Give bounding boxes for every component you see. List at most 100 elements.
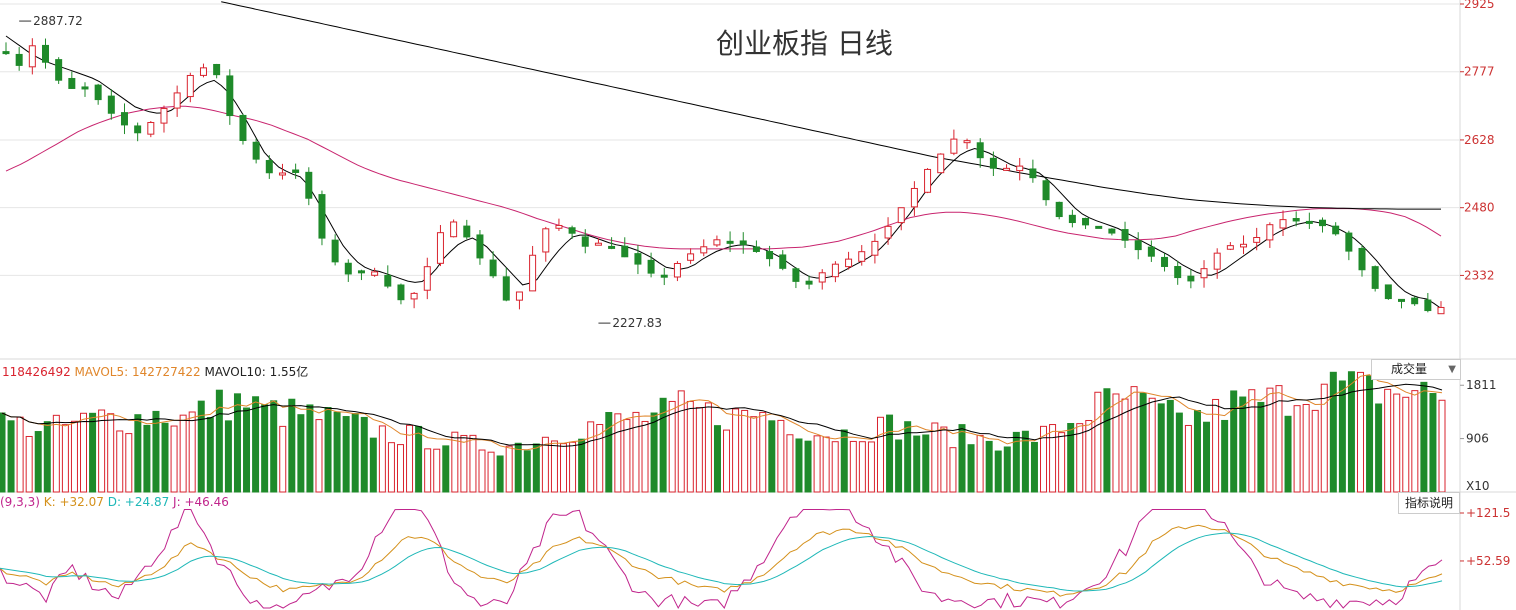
candle-up <box>1003 167 1011 171</box>
price-tick-label: 2777 <box>1464 65 1495 79</box>
volume-bar-up <box>396 444 404 493</box>
candle-up <box>28 45 36 68</box>
candle-down <box>1134 240 1142 251</box>
volume-bar-up <box>1112 393 1120 493</box>
candle-up <box>199 67 207 76</box>
candle-down <box>331 239 339 263</box>
volume-bar-down <box>233 393 241 493</box>
candle-up <box>937 153 945 174</box>
volume-bar-up <box>822 436 830 493</box>
candle-up <box>555 224 563 229</box>
candle-down <box>1345 232 1353 252</box>
kdj-j-line <box>0 509 1443 610</box>
candle-up <box>884 225 892 239</box>
candle-down <box>621 245 629 258</box>
candle-down <box>68 77 76 89</box>
volume-bar-down <box>532 443 540 493</box>
volume-bar-up <box>686 400 694 493</box>
volume-bar-down <box>1166 399 1174 493</box>
volume-bar-up <box>1094 391 1102 493</box>
volume-bar-down <box>360 416 368 493</box>
candle-up <box>858 251 866 262</box>
volume-bar-up <box>1384 388 1392 493</box>
indicator-help-button[interactable]: 指标说明 <box>1398 492 1460 514</box>
volume-bar-up <box>424 448 432 493</box>
candle-down <box>357 270 365 274</box>
volume-bar-down <box>768 420 776 493</box>
candle-up <box>542 228 550 253</box>
candle-down <box>792 268 800 282</box>
volume-indicator-select[interactable]: 成交量 ▼ <box>1371 359 1461 380</box>
candle-down <box>1292 218 1300 222</box>
candle-down <box>1319 219 1327 227</box>
candle-up <box>950 138 958 154</box>
volume-bar-up <box>1266 387 1274 493</box>
candle-up <box>687 253 695 261</box>
volume-bar-up <box>16 416 24 493</box>
candle-down <box>476 234 484 259</box>
candle-down <box>1371 266 1379 289</box>
volume-bar-up <box>668 400 676 493</box>
volume-bar-up <box>1085 419 1093 493</box>
candle-down <box>107 95 115 114</box>
mavol10-line <box>1 383 1443 447</box>
volume-bar-down <box>578 438 586 493</box>
candle-up <box>278 172 286 176</box>
volume-bar-up <box>1320 383 1328 493</box>
volume-bar-down <box>342 416 350 493</box>
kdj-params: (9,3,3) <box>0 495 40 509</box>
volume-bar-down <box>895 439 903 493</box>
candle-down <box>1358 247 1366 271</box>
candle-down <box>397 284 405 301</box>
volume-bar-up <box>560 443 568 493</box>
volume-bar-down <box>333 411 341 493</box>
volume-bar-up <box>858 441 866 493</box>
candle-up <box>371 271 379 276</box>
candle-up <box>450 221 458 238</box>
volume-bar-up <box>876 416 884 493</box>
candle-down <box>568 227 576 234</box>
candle-up <box>186 74 194 98</box>
candle-up <box>673 262 681 278</box>
volume-bar-down <box>1103 388 1111 493</box>
volume-bar-down <box>1157 403 1165 493</box>
candle-down <box>1095 225 1103 229</box>
volume-bar-up <box>1049 424 1057 493</box>
candle-up <box>1213 252 1221 270</box>
volume-bar-up <box>587 421 595 493</box>
candle-down <box>213 63 221 76</box>
volume-bar-down <box>369 437 377 493</box>
candle-up <box>147 122 155 135</box>
volume-bar-down <box>415 425 423 493</box>
volume-bar-down <box>1420 381 1428 493</box>
candle-down <box>265 160 273 174</box>
candle-up <box>1240 243 1248 248</box>
volume-bar-up <box>867 441 875 493</box>
candle-down <box>489 259 497 277</box>
candle-down <box>581 236 589 247</box>
volume-bar-up <box>451 431 459 493</box>
volume-bar-up <box>1402 396 1410 493</box>
volume-bar-up <box>614 413 622 493</box>
volume-bar-up <box>569 441 577 493</box>
volume-bar-up <box>125 433 133 493</box>
volume-bar-down <box>324 407 332 493</box>
candle-down <box>55 59 63 81</box>
volume-bar-down <box>89 412 97 493</box>
candle-down <box>1108 228 1116 234</box>
candle-down <box>1332 225 1340 235</box>
volume-bar-up <box>107 413 115 493</box>
candle-down <box>1147 246 1155 257</box>
volume-bar-down <box>496 455 504 493</box>
kdj-d-line <box>0 532 1443 592</box>
volume-bar-down <box>252 396 260 493</box>
volume-bar-up <box>378 425 386 493</box>
candle-up <box>423 266 431 291</box>
volume-bar-down <box>1221 419 1229 493</box>
volume-bar-down <box>7 420 15 493</box>
volume-bar-up <box>976 434 984 493</box>
volume-bar-down <box>224 420 232 493</box>
volume-bar-up <box>541 436 549 493</box>
candle-up <box>700 246 708 254</box>
